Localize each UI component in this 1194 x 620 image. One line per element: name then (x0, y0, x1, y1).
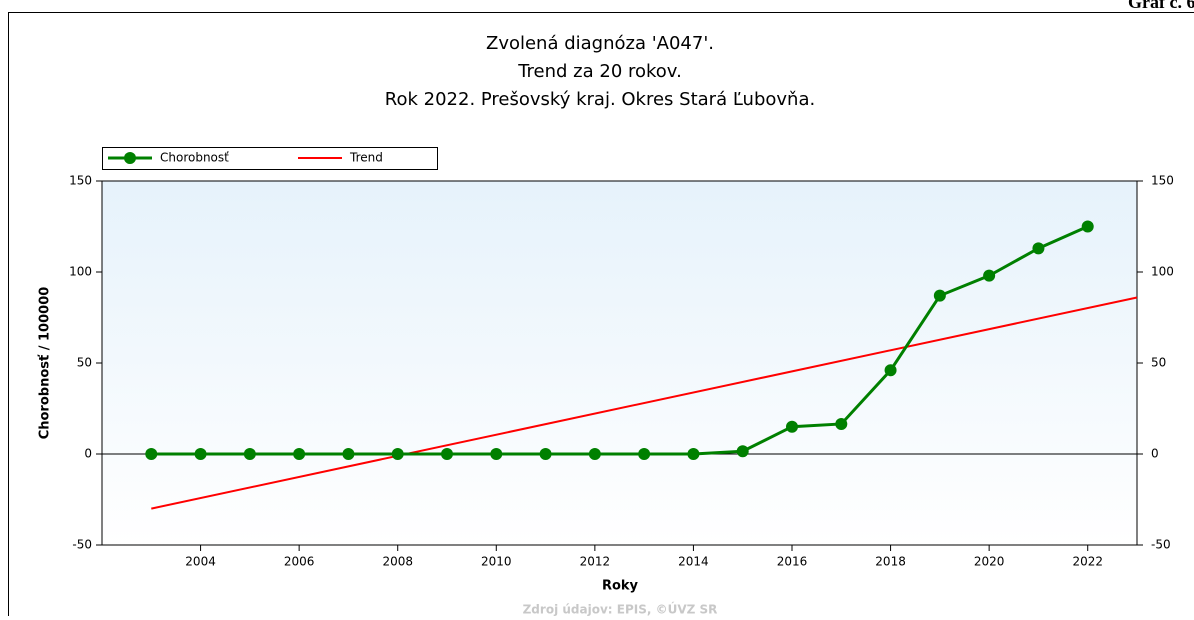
x-tick-label: 2014 (678, 555, 709, 569)
x-tick-label: 2016 (777, 555, 808, 569)
chart-title: Rok 2022. Prešovský kraj. Okres Stará Ľu… (385, 89, 815, 110)
source: Zdroj údajov: EPIS, ©ÚVZ SR (523, 602, 718, 617)
x-tick-label: 2006 (284, 555, 315, 569)
legend-label: Chorobnosť (160, 151, 229, 165)
marker (1082, 221, 1094, 233)
y-tick-label: 150 (69, 174, 92, 188)
marker (490, 448, 502, 460)
marker (293, 448, 305, 460)
marker (737, 445, 749, 457)
marker (1032, 242, 1044, 254)
y2-tick-label: 50 (1151, 356, 1166, 370)
marker (934, 290, 946, 302)
y2-tick-label: 100 (1151, 265, 1174, 279)
y-tick-label: 0 (84, 447, 92, 461)
plot-area (102, 181, 1137, 545)
marker (244, 448, 256, 460)
legend (103, 148, 438, 170)
chart-title: Zvolená diagnóza 'A047'. (486, 33, 714, 54)
y2-tick-label: 0 (1151, 447, 1159, 461)
y-axis-label: Chorobnosť / 100000 (38, 287, 53, 440)
marker (786, 421, 798, 433)
x-tick-label: 2012 (580, 555, 611, 569)
marker (885, 364, 897, 376)
marker (195, 448, 207, 460)
marker (983, 270, 995, 282)
y-tick-label: 50 (77, 356, 92, 370)
marker (638, 448, 650, 460)
marker (145, 448, 157, 460)
marker (687, 448, 699, 460)
marker (835, 418, 847, 430)
legend-label: Trend (349, 151, 383, 165)
x-axis-label: Roky (602, 579, 639, 594)
marker (589, 448, 601, 460)
x-tick-label: 2004 (185, 555, 216, 569)
marker (392, 448, 404, 460)
header: Graf č. 6 (1128, 0, 1194, 12)
x-tick-label: 2018 (875, 555, 906, 569)
x-tick-label: 2022 (1072, 555, 1103, 569)
x-tick-label: 2010 (481, 555, 512, 569)
marker (441, 448, 453, 460)
x-tick-label: 2008 (382, 555, 413, 569)
y2-tick-label: -50 (1151, 538, 1171, 552)
x-tick-label: 2020 (974, 555, 1005, 569)
chart-title: Trend za 20 rokov. (517, 61, 682, 82)
y2-tick-label: 150 (1151, 174, 1174, 188)
y-tick-label: 100 (69, 265, 92, 279)
marker (540, 448, 552, 460)
legend-marker (124, 152, 136, 164)
y-tick-label: -50 (72, 538, 92, 552)
marker (342, 448, 354, 460)
